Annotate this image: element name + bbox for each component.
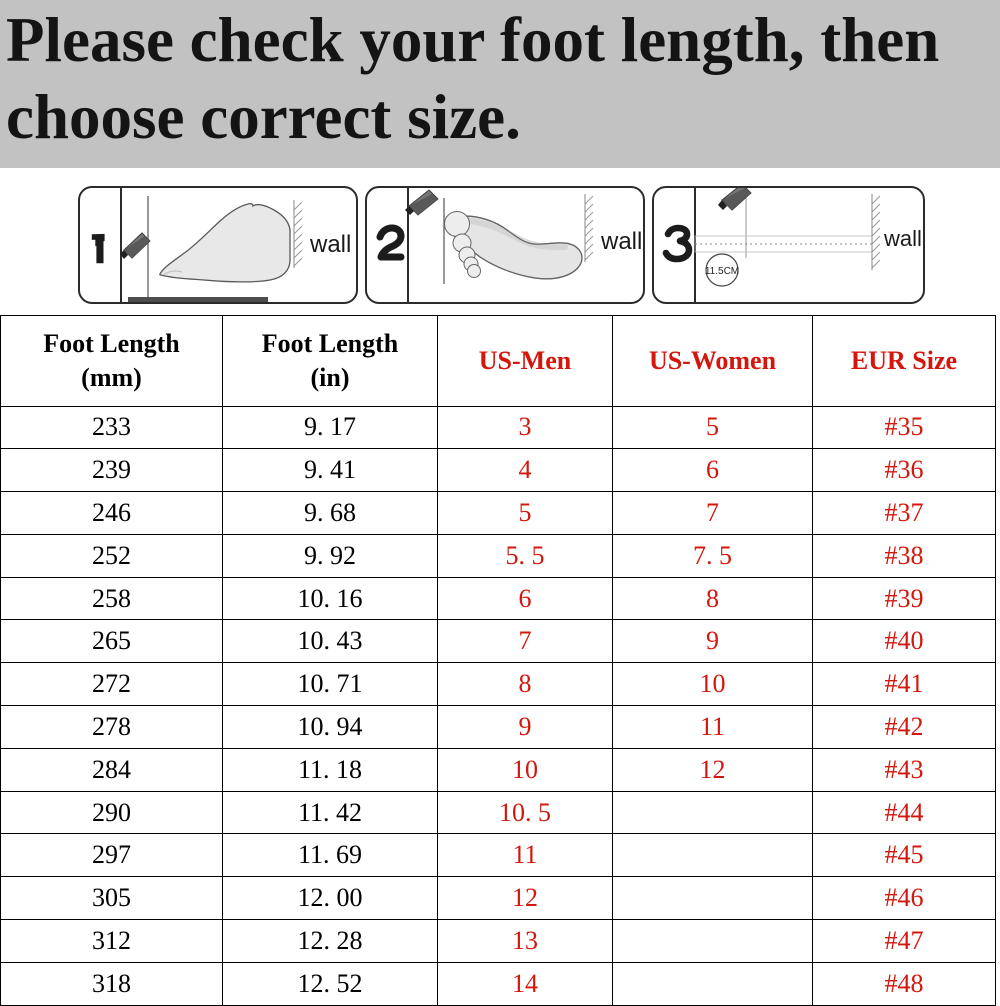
svg-text:11.5CM: 11.5CM	[705, 266, 739, 277]
svg-text:wall: wall	[309, 231, 351, 258]
svg-text:wall: wall	[883, 226, 922, 251]
svg-text:wall: wall	[600, 228, 642, 255]
